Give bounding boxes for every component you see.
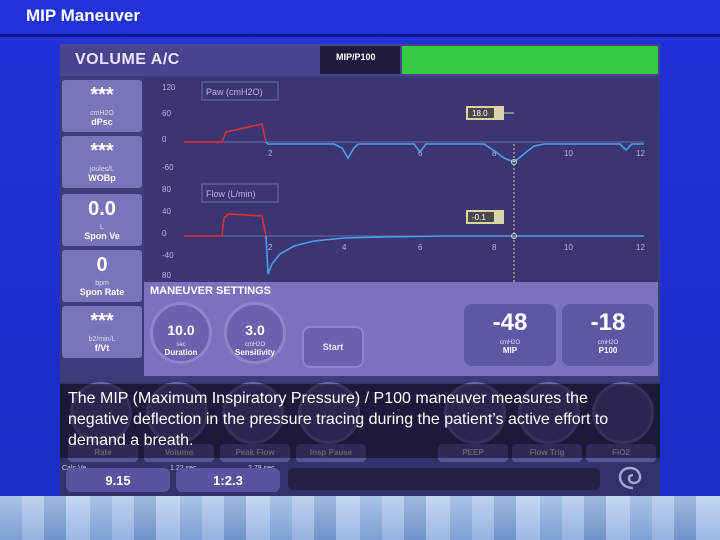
sensitivity-knob[interactable]: 3.0 cmH2O Sensitivity (224, 302, 286, 364)
sidebar-label: dPsc (91, 117, 113, 127)
sidebar-label: f/Vt (94, 343, 110, 353)
mip-unit: cmH2O (499, 340, 521, 346)
flow-cursor-dot (511, 233, 517, 239)
mode-header: VOLUME A/C MIP/P100 (60, 44, 660, 76)
flow-tick: 80 (162, 271, 171, 280)
waveform-graphs: 120 60 0 -60 Paw (cmH2O) 2 6 8 10 12 18.… (162, 81, 645, 318)
swirl-logo-icon (618, 466, 642, 490)
pressure-x-tick: 8 (492, 149, 497, 158)
sidebar-unit: b2/min/L (88, 336, 116, 343)
pressure-x-tick: 12 (636, 149, 645, 158)
message-bar (288, 468, 600, 490)
pressure-tick: 60 (162, 109, 171, 118)
start-button[interactable]: Start (302, 326, 364, 368)
flow-label: Flow (L/min) (206, 189, 256, 199)
sidebar-tile-f-vt[interactable]: *** b2/min/L f/Vt (62, 306, 142, 358)
pressure-trace (265, 141, 644, 163)
mip-value: -48 (492, 309, 528, 336)
duration-knob[interactable]: 10.0 sec Duration (150, 302, 212, 364)
flow-cursor-inner (468, 212, 494, 222)
pressure-cursor-inner (468, 108, 494, 118)
flow-cursor-value: -0.1 (472, 213, 486, 222)
decorative-band (0, 496, 720, 540)
p100-value: -18 (590, 309, 626, 336)
sensitivity-value: 3.0 (245, 322, 265, 338)
flow-x-tick: 2 (268, 243, 273, 252)
mip-label: MIP (502, 346, 518, 355)
pressure-label: Paw (cmH2O) (206, 87, 263, 97)
p100-result: -18 cmH2O P100 (562, 304, 654, 366)
sidebar-value: *** (90, 310, 114, 332)
sidebar-label: Spon Ve (84, 231, 120, 241)
duration-label: Duration (164, 348, 198, 357)
sidebar-value: 0 (96, 254, 108, 276)
calc-ve-value: 9.15 (66, 468, 170, 492)
p100-unit: cmH2O (597, 340, 619, 346)
sidebar-value: *** (90, 84, 114, 106)
duration-unit: sec (176, 342, 186, 348)
slide-caption: The MIP (Maximum Inspiratory Pressure) /… (60, 384, 660, 458)
pressure-tick: -60 (162, 163, 174, 172)
maneuver-title: MANEUVER SETTINGS (150, 285, 272, 297)
duration-value: 10.0 (167, 322, 195, 338)
maneuver-settings-panel: MANEUVER SETTINGS 10.0 sec Duration 3.0 … (144, 282, 658, 376)
pressure-x-tick: 10 (564, 149, 573, 158)
sidebar-unit: joules/L (89, 166, 115, 173)
flow-tick: 80 (162, 185, 171, 194)
sensitivity-label: Sensitivity (234, 348, 275, 357)
flow-x-tick: 10 (564, 243, 573, 252)
flow-label-box (201, 183, 279, 203)
status-bar (402, 46, 658, 74)
pressure-cursor-value: 18.0 (472, 109, 488, 118)
sidebar-tile-spon-ve[interactable]: 0.0 L Spon Ve (62, 194, 142, 246)
flow-x-tick: 12 (636, 243, 645, 252)
sidebar-unit: cmH2O (90, 110, 114, 117)
sidebar-tile-wobp[interactable]: *** joules/L WOBp (62, 136, 142, 188)
pressure-x-tick: 2 (268, 149, 273, 158)
pressure-cursor-dot (511, 159, 517, 165)
flow-insp-trace (184, 213, 267, 237)
slide-title: MIP Maneuver (26, 6, 141, 25)
title-divider (0, 34, 720, 37)
sidebar-tile-dpsc[interactable]: *** cmH2O dPsc (62, 80, 142, 132)
sidebar-value: *** (90, 140, 114, 162)
tab-mip-p100[interactable]: MIP/P100 (320, 46, 400, 74)
flow-x-tick: 4 (342, 243, 347, 252)
pressure-tick: 120 (162, 83, 176, 92)
flow-x-tick: 6 (418, 243, 423, 252)
ie-ratio-value: 1:2.3 (176, 468, 280, 492)
mip-result: -48 cmH2O MIP (464, 304, 556, 366)
pressure-insp-trace (184, 123, 267, 143)
flow-trace (265, 235, 644, 275)
p100-label: P100 (598, 346, 618, 355)
sidebar-label: WOBp (88, 173, 116, 183)
flow-tick: -40 (162, 251, 174, 260)
sidebar-value: 0.0 (88, 198, 116, 220)
sidebar-unit: L (100, 224, 104, 231)
sensitivity-unit: cmH2O (244, 342, 266, 348)
flow-tick: 0 (162, 229, 167, 238)
pressure-x-tick: 6 (418, 149, 423, 158)
sidebar-unit: bpm (95, 280, 109, 287)
sidebar-tile-spon-rate[interactable]: 0 bpm Spon Rate (62, 250, 142, 302)
pressure-tick: 0 (162, 135, 167, 144)
pressure-label-box (201, 81, 279, 101)
flow-tick: 40 (162, 207, 171, 216)
mode-title: VOLUME A/C (75, 51, 180, 68)
flow-x-tick: 8 (492, 243, 497, 252)
sidebar-label: Spon Rate (79, 287, 125, 297)
